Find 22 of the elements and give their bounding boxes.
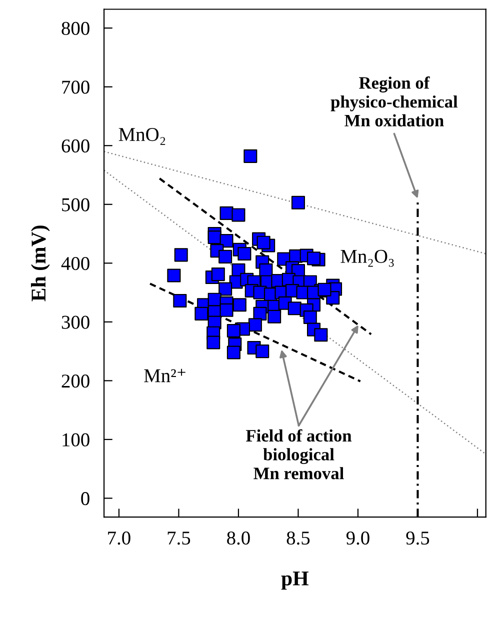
y-tick-label: 800: [62, 22, 90, 35]
x-tick-label: 7.0: [108, 531, 130, 545]
y-tick-label: 100: [62, 433, 90, 446]
y-tick-label: 700: [62, 80, 90, 94]
y-tick-label: 300: [62, 316, 90, 329]
annotation: Mn²⁺: [144, 368, 186, 382]
annotation: Region of physico-chemical Mn oxidation: [330, 76, 458, 126]
y-tick-label: 600: [62, 139, 90, 153]
x-tick-label: 8.0: [227, 531, 250, 545]
annotation: Field of action biological Mn removal: [246, 429, 352, 480]
annotation: Mn₂O₃: [340, 250, 394, 267]
y-tick-label: 500: [62, 198, 90, 212]
x-axis-title: pH: [281, 572, 308, 590]
y-axis-title: Eh (mV): [30, 226, 50, 302]
x-tick-label: 9.5: [406, 532, 430, 545]
x-tick-label: 8.5: [286, 531, 310, 545]
y-tick-label: 200: [62, 374, 90, 388]
y-tick-label: 400: [61, 256, 90, 270]
x-tick-label: 7.5: [168, 532, 190, 545]
x-tick-label: 9.0: [346, 531, 370, 545]
annotation: MnO₂: [118, 128, 166, 145]
y-tick-label: 0: [81, 492, 90, 506]
